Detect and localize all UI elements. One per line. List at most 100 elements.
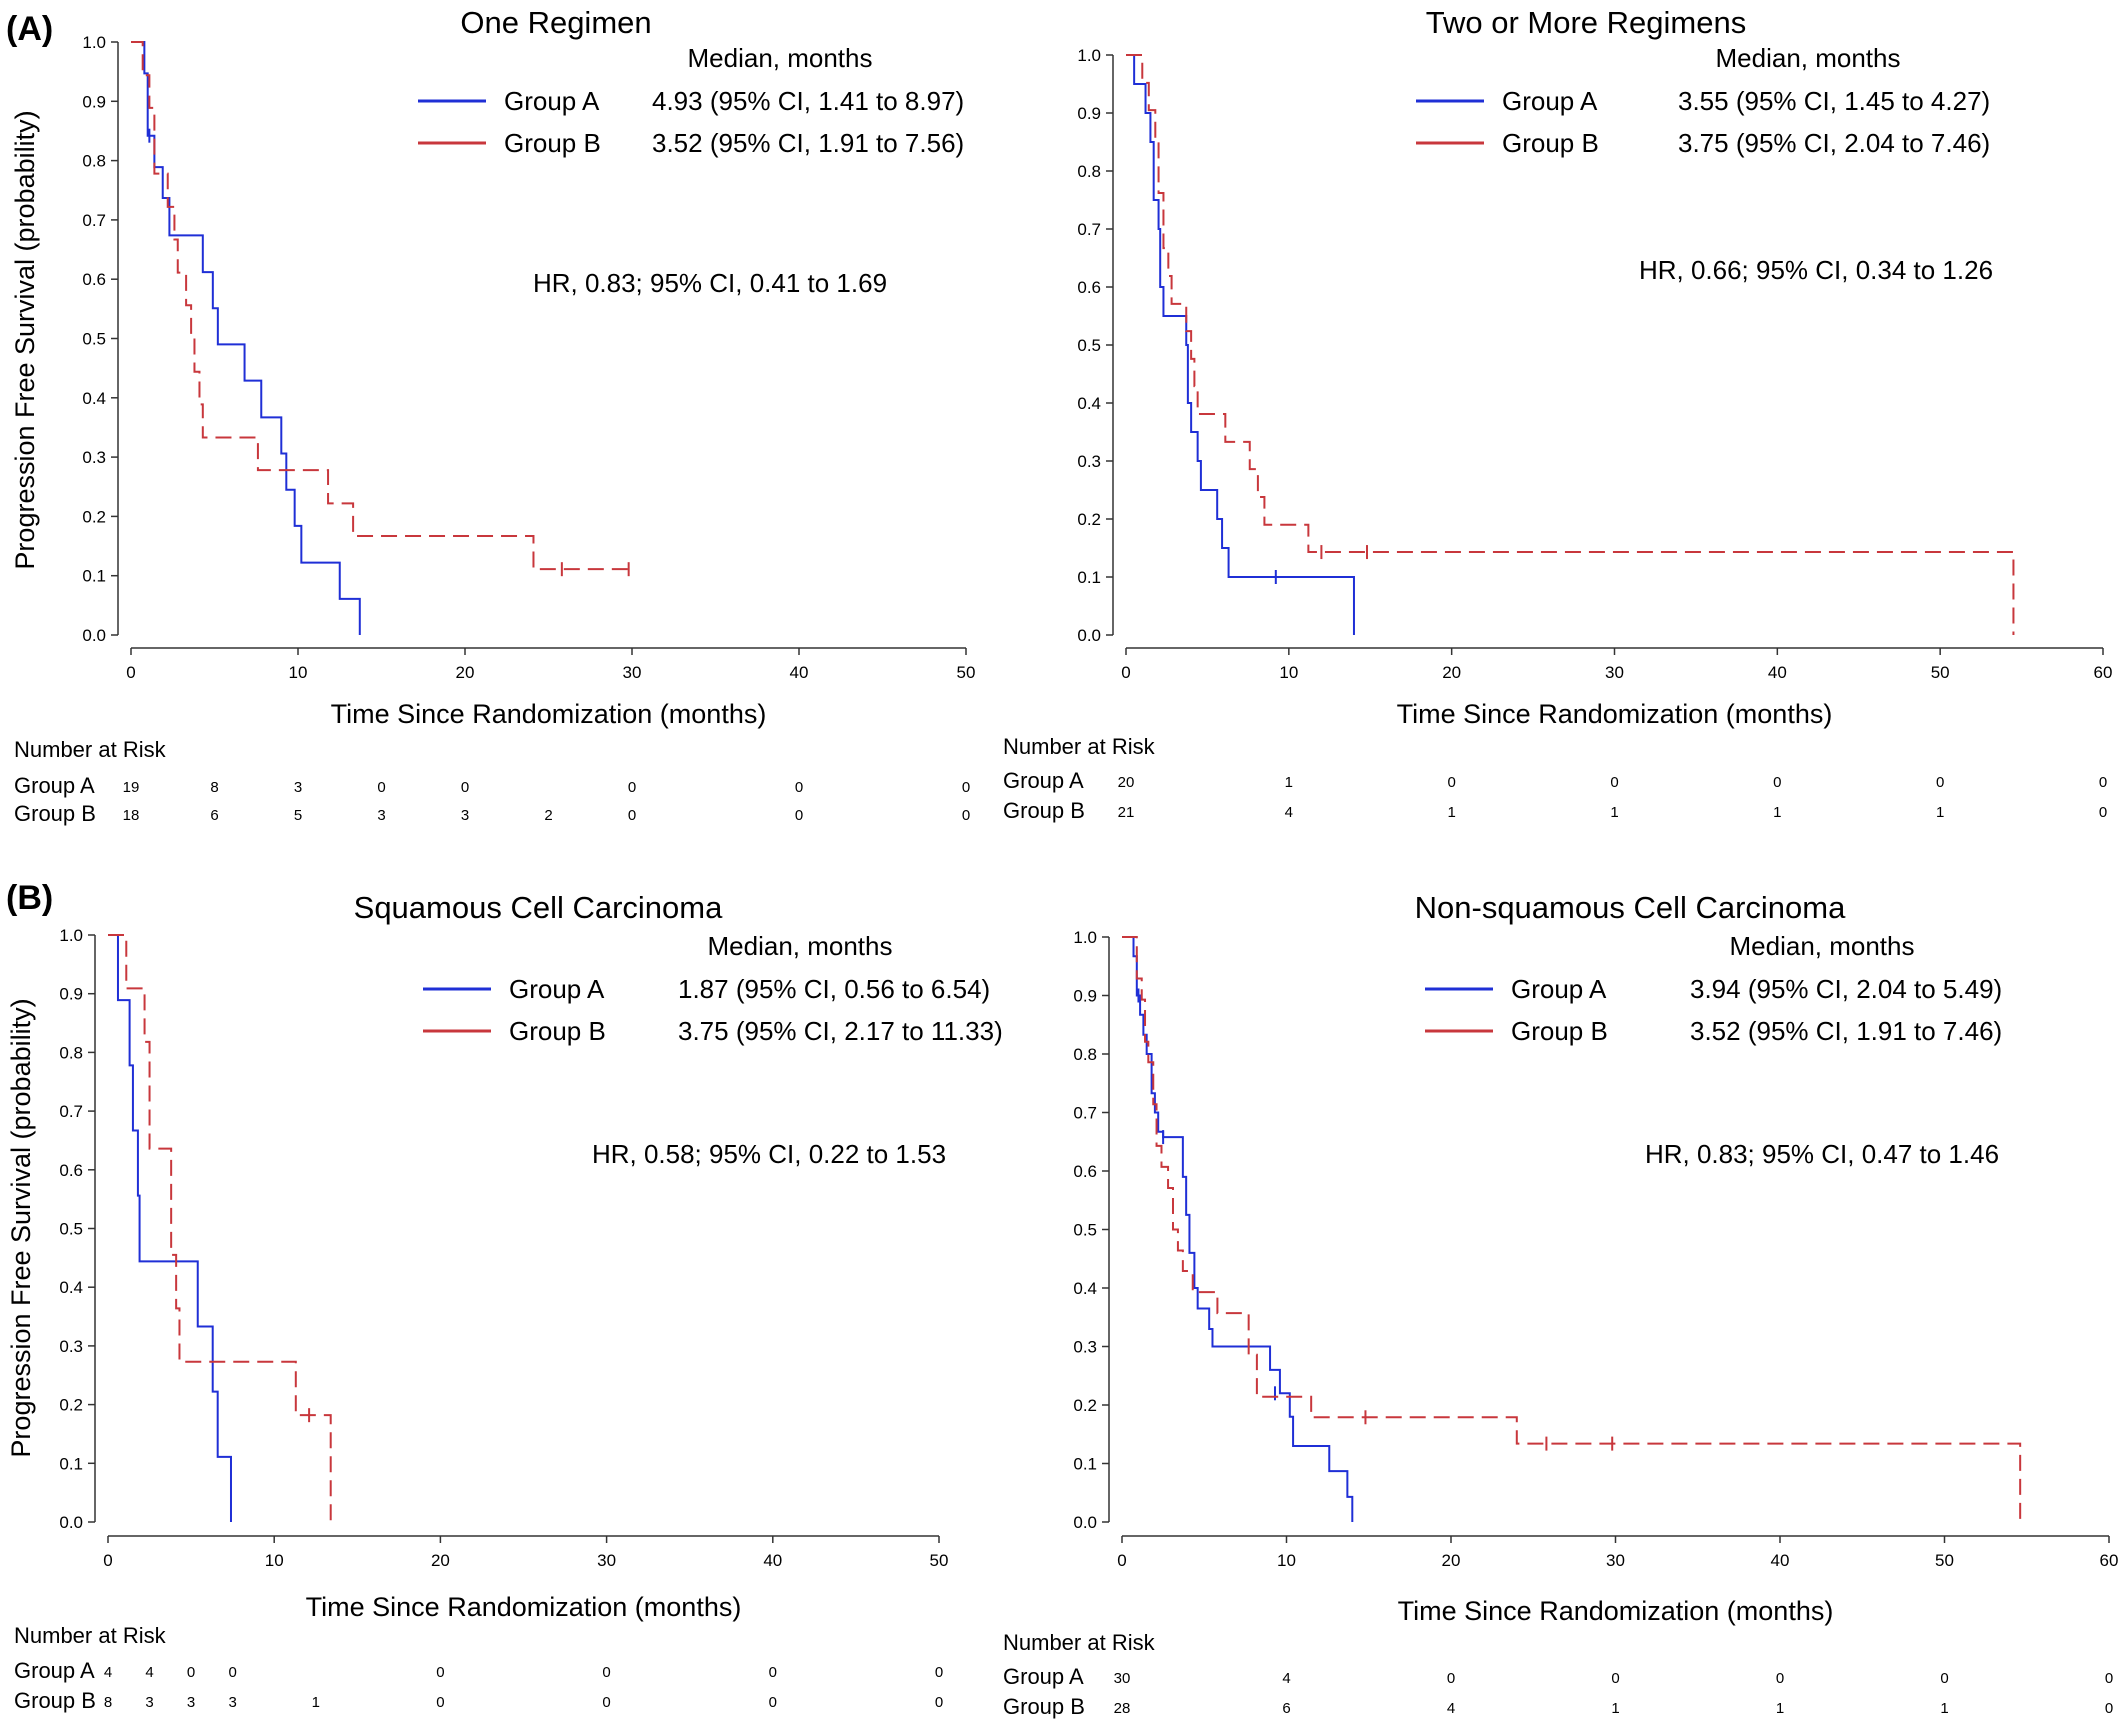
chart3-ytick-label: 0.9 xyxy=(59,985,83,1004)
chart4-risk-value: 4 xyxy=(1447,1700,1455,1717)
panel-label-b: (B) xyxy=(6,879,53,917)
chart3-risk-value: 0 xyxy=(602,1694,610,1711)
chart4-legend-median-group-b: 3.52 (95% CI, 1.91 to 7.46) xyxy=(1690,1016,2002,1046)
chart3-risk-label-group-b: Group B xyxy=(14,1688,96,1713)
chart4-risk-value: 6 xyxy=(1282,1700,1290,1717)
chart4-ytick-label: 0.7 xyxy=(1073,1104,1097,1123)
chart3-series-group-b-line xyxy=(108,934,332,1522)
chart1-risk-value: 5 xyxy=(294,807,302,824)
chart4-risk-value: 1 xyxy=(1776,1700,1784,1717)
chart1-risk-value: 6 xyxy=(210,807,218,824)
chart4-ytick-label: 0.0 xyxy=(1073,1513,1097,1532)
chart2-ytick-label: 0.1 xyxy=(1077,568,1101,587)
chart1-legend-label-group-a: Group A xyxy=(504,86,600,116)
chart1-risk-value: 3 xyxy=(377,807,385,824)
chart2-title: Two or More Regimens xyxy=(1426,5,1746,40)
chart1-ytick-label: 0.6 xyxy=(82,270,106,289)
chart1-xlabel: Time Since Randomization (months) xyxy=(331,699,767,729)
chart4-ytick-label: 1.0 xyxy=(1073,928,1097,947)
chart4-xlabel: Time Since Randomization (months) xyxy=(1398,1596,1834,1626)
chart2-ytick-label: 0.2 xyxy=(1077,510,1101,529)
chart1-ytick-label: 0.4 xyxy=(82,389,106,408)
chart3-xtick-label: 30 xyxy=(597,1551,616,1570)
chart4-xtick-label: 60 xyxy=(2100,1551,2119,1570)
chart3-ylabel: Progression Free Survival (probability) xyxy=(6,998,36,1457)
chart4-risk-label-group-b: Group B xyxy=(1003,1694,1085,1719)
chart2-legend-median-group-a: 3.55 (95% CI, 1.45 to 4.27) xyxy=(1678,86,1990,116)
chart3-legend-median-group-b: 3.75 (95% CI, 2.17 to 11.33) xyxy=(678,1016,1003,1046)
chart4-ytick-label: 0.4 xyxy=(1073,1279,1097,1298)
chart1-ytick-label: 0.9 xyxy=(82,92,106,111)
chart3-ytick-label: 1.0 xyxy=(59,926,83,945)
chart3-ytick-label: 0.4 xyxy=(59,1278,83,1297)
chart4-risk-value: 0 xyxy=(1940,1670,1948,1687)
chart1-ytick-label: 0.1 xyxy=(82,567,106,586)
chart4-risk-value: 0 xyxy=(1776,1670,1784,1687)
chart2-risk-value: 1 xyxy=(1936,804,1944,821)
chart3-hazard-ratio: HR, 0.58; 95% CI, 0.22 to 1.53 xyxy=(592,1139,946,1169)
chart3-ytick-label: 0.2 xyxy=(59,1396,83,1415)
chart3-ytick-label: 0.0 xyxy=(59,1513,83,1532)
chart2-risk-value: 21 xyxy=(1118,804,1135,821)
chart4-risk-value: 1 xyxy=(1940,1700,1948,1717)
chart1-title: One Regimen xyxy=(460,5,651,40)
chart1-legend-median-group-a: 4.93 (95% CI, 1.41 to 8.97) xyxy=(652,86,964,116)
chart4-xtick-label: 0 xyxy=(1117,1551,1126,1570)
chart3-risk-value: 0 xyxy=(187,1664,195,1681)
chart3-risk-value: 0 xyxy=(935,1664,943,1681)
chart3-ytick-label: 0.6 xyxy=(59,1161,83,1180)
chart4-risk-value: 4 xyxy=(1282,1670,1290,1687)
chart2-xtick-label: 20 xyxy=(1442,663,1461,682)
chart1-risk-label-group-a: Group A xyxy=(14,773,95,798)
chart3-risk-value: 0 xyxy=(436,1694,444,1711)
chart3-ytick-label: 0.8 xyxy=(59,1043,83,1062)
chart3-risk-value: 0 xyxy=(602,1664,610,1681)
chart3-risk-value: 0 xyxy=(935,1694,943,1711)
chart1-ytick-label: 0.2 xyxy=(82,507,106,526)
chart1-ytick-label: 1.0 xyxy=(82,33,106,52)
chart2-risk-value: 1 xyxy=(1285,774,1293,791)
chart2-risk-label-group-a: Group A xyxy=(1003,768,1084,793)
chart1-ytick-label: 0.8 xyxy=(82,152,106,171)
chart2-series-group-a-line xyxy=(1126,54,1355,635)
chart2-ytick-label: 0.4 xyxy=(1077,394,1101,413)
chart4-legend-title: Median, months xyxy=(1730,931,1915,961)
chart3-risk-value: 0 xyxy=(436,1664,444,1681)
chart4-ytick-label: 0.3 xyxy=(1073,1338,1097,1357)
chart2-risk-value: 0 xyxy=(1447,774,1455,791)
panel-label-a: (A) xyxy=(6,10,53,48)
chart4-xtick-label: 10 xyxy=(1277,1551,1296,1570)
chart4-risk-value: 28 xyxy=(1114,1700,1131,1717)
chart4-ytick-label: 0.8 xyxy=(1073,1045,1097,1064)
chart1-series-group-a-line xyxy=(131,41,361,635)
chart2-risk-value: 0 xyxy=(2099,804,2107,821)
chart2-xtick-label: 0 xyxy=(1121,663,1130,682)
chart1-risk-value: 0 xyxy=(628,807,636,824)
chart2-ytick-label: 0.7 xyxy=(1077,220,1101,239)
chart1-ytick-label: 0.3 xyxy=(82,448,106,467)
chart2-risk-title: Number at Risk xyxy=(1003,734,1156,759)
chart3-xlabel: Time Since Randomization (months) xyxy=(306,1592,742,1622)
chart2-ytick-label: 0.5 xyxy=(1077,336,1101,355)
chart3-series-group-a-line xyxy=(108,934,232,1522)
chart1-legend-median-group-b: 3.52 (95% CI, 1.91 to 7.56) xyxy=(652,128,964,158)
chart2-legend-label-group-a: Group A xyxy=(1502,86,1598,116)
chart4-risk-value: 1 xyxy=(1611,1700,1619,1717)
chart1-risk-value: 8 xyxy=(210,779,218,796)
chart2-legend-label-group-b: Group B xyxy=(1502,128,1599,158)
chart2-ytick-label: 0.3 xyxy=(1077,452,1101,471)
chart2-ytick-label: 0.6 xyxy=(1077,278,1101,297)
chart2-risk-value: 0 xyxy=(1936,774,1944,791)
chart4-risk-title: Number at Risk xyxy=(1003,1630,1156,1655)
chart3-risk-value: 3 xyxy=(145,1694,153,1711)
chart4-hazard-ratio: HR, 0.83; 95% CI, 0.47 to 1.46 xyxy=(1645,1139,1999,1169)
chart1-xtick-label: 10 xyxy=(289,663,308,682)
chart1-risk-value: 0 xyxy=(461,779,469,796)
chart3-risk-value: 4 xyxy=(104,1664,112,1681)
chart2-series-group-b-line xyxy=(1126,54,2015,635)
chart1-risk-value: 3 xyxy=(294,779,302,796)
chart4-xtick-label: 20 xyxy=(1442,1551,1461,1570)
chart4-legend-label-group-a: Group A xyxy=(1511,974,1607,1004)
chart3-xtick-label: 40 xyxy=(763,1551,782,1570)
chart2-ytick-label: 0.9 xyxy=(1077,104,1101,123)
